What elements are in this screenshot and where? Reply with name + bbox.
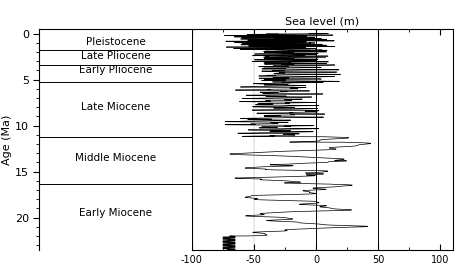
Text: Late Miocene: Late Miocene bbox=[81, 102, 150, 112]
Text: Late Pliocene: Late Pliocene bbox=[81, 51, 150, 61]
Y-axis label: Age (Ma): Age (Ma) bbox=[2, 114, 12, 164]
Title: Sea level (m): Sea level (m) bbox=[285, 17, 359, 27]
Text: Early Miocene: Early Miocene bbox=[79, 208, 152, 218]
Text: Middle Miocene: Middle Miocene bbox=[75, 153, 156, 163]
Text: Early Pliocene: Early Pliocene bbox=[79, 65, 152, 75]
Text: Pleistocene: Pleistocene bbox=[85, 37, 146, 47]
